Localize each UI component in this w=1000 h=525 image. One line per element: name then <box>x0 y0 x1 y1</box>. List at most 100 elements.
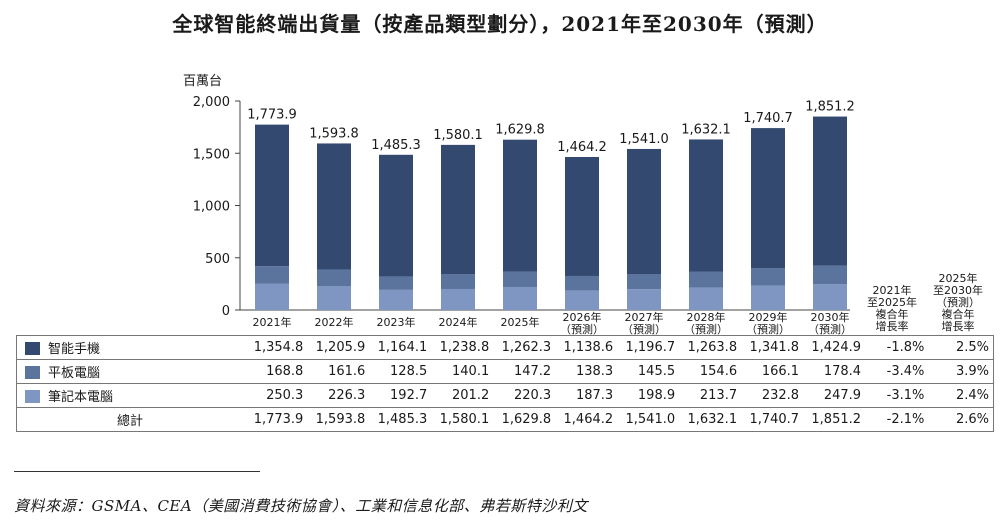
cagr-header-line: （預測） <box>936 295 980 309</box>
cagr-cell: -1.8% <box>886 340 925 355</box>
bar-segment <box>751 285 785 310</box>
bar-segment <box>255 266 289 284</box>
row-label: 筆記本電腦 <box>16 383 244 408</box>
table-cell: 1,580.1 <box>439 412 490 427</box>
table-cell: 145.5 <box>637 364 676 379</box>
bar-segment <box>565 290 599 310</box>
table-cell: 1,341.8 <box>749 340 800 355</box>
cagr-cell: -3.4% <box>886 364 925 379</box>
table-cell: 128.5 <box>390 364 428 379</box>
table-cell: 147.2 <box>513 364 552 379</box>
bar-segment <box>689 287 723 310</box>
cagr-cell: 3.9% <box>928 359 995 384</box>
table-cell: 247.9 <box>823 388 862 403</box>
legend-swatch-smartphone <box>25 342 40 355</box>
x-tick-label: 2024年 <box>439 315 478 329</box>
stacked-bar-chart: 0 500 1,000 1,500 2,000 1,773.9 2021年 1,593.8 20… <box>193 95 983 336</box>
table-cell: 192.7 <box>390 388 428 403</box>
cagr-header-line: 至2025年 <box>867 295 917 309</box>
source-note: 資料來源：GSMA、CEA（美國消費技術協會）、工業和信息化部、弗若斯特沙利文 <box>14 497 588 515</box>
bar-segment <box>379 276 413 290</box>
table-cell: 1,196.7 <box>625 340 676 355</box>
table-row: 智能手機 1,354.8 1,205.9 1,164.1 1,238.8 1,2… <box>16 335 995 360</box>
bar-segment <box>813 284 847 310</box>
table-cell: 1,424.9 <box>811 340 862 355</box>
bar-segment <box>627 148 661 275</box>
bar-segment <box>317 269 351 287</box>
table-row: 平板電腦 168.8 161.6 128.5 140.1 147.2 138.3… <box>16 359 995 384</box>
bar-segment <box>565 156 599 276</box>
table-cell: 198.9 <box>637 388 676 403</box>
x-tick-label: 2030年 <box>811 310 850 324</box>
x-tick-sublabel: （預測） <box>560 322 604 336</box>
bar-total-label: 1,541.0 <box>619 132 669 147</box>
table-cell: 1,138.6 <box>563 340 614 355</box>
table-cell: 1,593.8 <box>315 412 366 427</box>
total-label: 總計 <box>16 407 244 432</box>
x-tick-label: 2025年 <box>501 315 540 329</box>
table-cell: 138.3 <box>575 364 614 379</box>
bar-segment <box>255 124 289 267</box>
row-label: 平板電腦 <box>16 359 244 384</box>
bar-segment <box>813 116 847 266</box>
bar-segment <box>441 288 475 310</box>
cagr-cell: 2.6% <box>928 407 995 432</box>
table-cell: 226.3 <box>328 388 366 403</box>
y-tick-label: 1,000 <box>193 200 230 215</box>
cagr-header-line: 2025年 <box>939 271 978 285</box>
legend-swatch-laptop <box>25 390 40 403</box>
chart-title: 全球智能終端出貨量（按產品類型劃分），2021年至2030年（預測） <box>172 12 828 36</box>
bar-segment <box>751 268 785 286</box>
bar-segment <box>317 143 351 270</box>
bar-segment <box>317 286 351 310</box>
table-cell: 220.3 <box>513 388 552 403</box>
table-cell: 1,164.1 <box>377 340 428 355</box>
table-cell: 250.3 <box>266 388 304 403</box>
table-cell: 1,632.1 <box>687 412 738 427</box>
cagr-header-line: 複合年 <box>876 307 909 321</box>
bar-total-label: 1,629.8 <box>495 123 545 138</box>
bar-segment <box>255 283 289 310</box>
bar-segment <box>689 139 723 272</box>
cagr-header-line: 2021年 <box>873 283 912 297</box>
x-tick-sublabel: （預測） <box>622 322 666 336</box>
y-tick-label: 0 <box>222 304 230 319</box>
table-cell: 1,773.9 <box>253 412 304 427</box>
bar-segment <box>627 274 661 290</box>
bar-segment <box>379 154 413 277</box>
table-cell: 1,238.8 <box>439 340 490 355</box>
x-tick-sublabel: （預測） <box>808 322 852 336</box>
cagr-cell: 2.4% <box>928 383 995 408</box>
table-cell: 1,541.0 <box>625 412 676 427</box>
row-label: 智能手機 <box>16 335 244 360</box>
cagr-cell: 2.5% <box>928 335 995 360</box>
bar-total-label: 1,580.1 <box>433 128 483 143</box>
bar-segment <box>503 139 537 272</box>
bar-segment <box>689 271 723 288</box>
bar-segment <box>627 289 661 310</box>
bar-segment <box>379 289 413 310</box>
table-cell: 201.2 <box>452 388 490 403</box>
x-tick-label: 2022年 <box>315 315 354 329</box>
bar-total-label: 1,851.2 <box>805 100 855 115</box>
cagr-header-line: 複合年 <box>942 307 975 321</box>
cagr-cell: -3.1% <box>886 388 925 403</box>
bar-total-label: 1,464.2 <box>557 140 607 155</box>
y-tick-label: 1,500 <box>193 147 230 162</box>
table-cell: 232.8 <box>761 388 800 403</box>
table-cell: 161.6 <box>328 364 366 379</box>
table-cell: 1,464.2 <box>563 412 614 427</box>
cagr-header-line: 增長率 <box>876 319 909 333</box>
y-axis-unit-label: 百萬台 <box>183 74 223 89</box>
bar-segment <box>441 274 475 289</box>
table-cell: 1,485.3 <box>377 412 428 427</box>
x-tick-label: 2028年 <box>687 310 726 324</box>
table-row: 筆記本電腦 250.3 226.3 192.7 201.2 220.3 187.… <box>16 383 995 408</box>
table-cell: 140.1 <box>452 364 490 379</box>
bar-total-label: 1,632.1 <box>681 122 731 137</box>
bar-segment <box>441 144 475 275</box>
table-cell: 213.7 <box>699 388 738 403</box>
table-cell: 1,740.7 <box>749 412 800 427</box>
x-tick-label: 2029年 <box>749 310 788 324</box>
x-tick-sublabel: （預測） <box>684 322 728 336</box>
